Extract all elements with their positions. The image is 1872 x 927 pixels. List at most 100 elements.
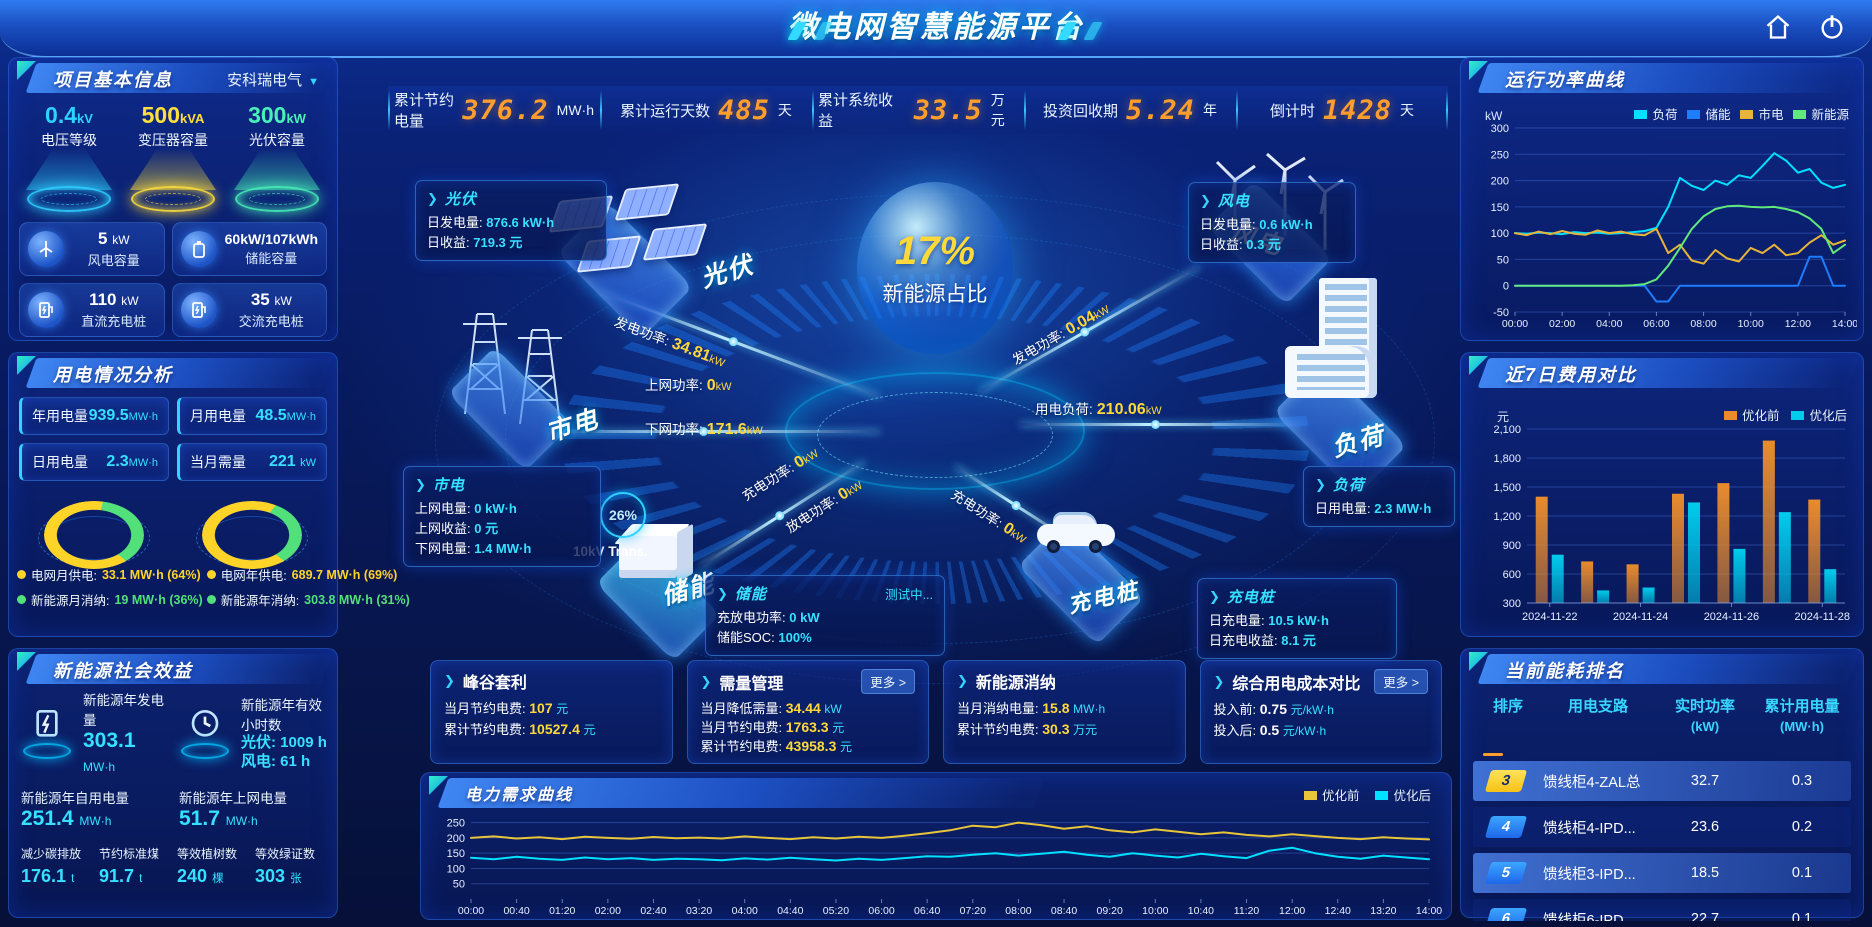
flow-grid-export: 上网功率: 0kW [645,377,732,394]
item-ac-charger: 35 kW 交流充电桩 [171,283,327,337]
panel-energy-ranking: 当前能耗排名 排序 用电支路 实时功率 (kW) 累计用电量 (MW·h) 3 馈线… [1460,648,1864,921]
capacity-pods: 0.4kV 电压等级 500kVA 变压器容量 300kW 光伏容量 [17,102,329,218]
demand-legend: 优化前 优化后 [1303,785,1431,804]
panel-power-curve: 运行功率曲线 负荷 储能 市电 新能源 kW -50 0 50 100 150 200 250… [1460,57,1864,341]
kpi-saved-energy: 累计节约电量 376.2 MW·h [388,86,600,134]
power-legend: 负荷 储能 市电 新能源 [1634,104,1849,123]
table-row[interactable]: 5 馈线柜3-IPD... 18.5 0.1 [1473,853,1851,893]
card-demand-mgmt: ❯ 需量管理 更多 > 当月降低需量: 34.44 kW 当月节约电费: 1763.… [686,660,929,764]
card-cost-compare: ❯ 综合用电成本对比 更多 > 投入前: 0.75 元/kW·h 投入后: 0.5 … [1199,660,1442,764]
chevron-right-icon: ❯ [717,585,728,601]
item-storage-capacity: 60kW/107kWh 储能容量 [171,222,327,276]
donut-month-supply [36,483,152,569]
svg-text:2024-11-24: 2024-11-24 [1613,611,1668,623]
panel-social-benefit: 新能源社会效益 新能源年发电量 303.1 MW·h 新能源 [8,648,338,918]
card-pv: ❯ 光伏 日发电量: 876.6 kW·h 日收益: 719.3 元 [415,180,607,262]
usage-stats: 年用电量 939.5MW·h 月用电量 48.5MW·h 日用电量 2.3MW·h 当… [19,397,327,481]
chevron-right-icon: ❯ [415,476,426,492]
stat-month-demand: 当月需量 221 kW [177,443,327,481]
pod-transformer: 500kVA 变压器容量 [121,102,225,218]
usage-donuts [15,483,331,569]
company-dropdown[interactable]: 安科瑞电气 ▼ [227,72,319,89]
charger-icon [180,292,217,328]
svg-text:50: 50 [1497,254,1509,266]
svg-text:06:00: 06:00 [868,905,894,917]
demand-curve-chart: kW 50 100 150 200 250 00:00 00:40 01:20 02:00 02:4… [441,807,1442,917]
storage-battery-illustration [575,514,745,662]
svg-text:12:00: 12:00 [1785,318,1811,330]
charger-icon [28,292,64,328]
svg-text:11:20: 11:20 [1234,905,1260,917]
benefit-cards-row: ❯ 峰谷套利 当月节约电费: 107 元 累计节约电费: 10527.4 元 ❯ 需… [430,660,1442,764]
panel-ranking-header: 当前能耗排名 [1467,653,1859,687]
clock-icon [179,707,231,759]
item-dc-charger: 110 kW 直流充电桩 [19,283,165,337]
legend-grid-year: 电网年供电: 689.7 MW·h (69%) [206,565,410,584]
svg-text:150: 150 [447,848,465,860]
svg-text:00:40: 00:40 [503,905,529,917]
chevron-right-icon: ❯ [1315,476,1326,492]
svg-text:kW: kW [1485,109,1503,123]
chevron-right-icon: ❯ [957,673,968,688]
pod-pv-capacity: 300kW 光伏容量 [225,102,329,218]
legend-grid-month: 电网月供电: 33.1 MW·h (64%) [17,565,203,584]
home-icon[interactable] [1764,13,1792,41]
legend-renewable-month: 新能源月消纳: 19 MW·h (36%) [17,590,203,609]
benefit-gen: 新能源年发电量 303.1 MW·h [21,689,169,777]
svg-text:300: 300 [1503,598,1521,610]
stat-trees: 等效植树数 240 棵 [177,847,238,886]
rank-badge: 6 [1484,908,1528,921]
cost-compare-chart: 元 300 600 900 1,200 1,500 1,800 2,100 2024-11-22… [1493,410,1850,623]
card-wind: ❯ 风电 日发电量: 0.6 kW·h 日收益: 0.3 元 [1188,182,1356,264]
card-renewable-consumption: ❯ 新能源消纳 当月消纳电量: 15.8 MW·h 累计节约电费: 30.3 万元 [943,660,1186,764]
legend-renewable-year: 新能源年消纳: 303.8 MW·h (31%) [206,590,410,609]
svg-text:02:00: 02:00 [1549,318,1575,330]
svg-text:10:40: 10:40 [1188,905,1214,917]
svg-text:03:20: 03:20 [686,905,712,917]
energy-flow-diagram: 17% 新能源占比 光伏 [345,134,1460,684]
battery-icon [180,231,217,267]
svg-text:10:00: 10:00 [1142,905,1168,917]
kpi-run-days: 累计运行天数 485 天 [600,86,812,134]
table-row[interactable]: 3 馈线柜4-ZAL总 32.7 0.3 [1473,761,1851,801]
more-button[interactable]: 更多 > [861,669,915,694]
ev-charger-illustration [985,490,1175,646]
chevron-right-icon: ❯ [444,673,455,688]
chevron-right-icon: ❯ [1209,588,1220,604]
benefit-small-stats: 减少碳排放 176.1 t 节约标准煤 91.7 t 等效植树数 240 棵 等效绿证… [21,845,327,887]
panel-project-info: 项目基本信息 安科瑞电气 ▼ 0.4kV 电压等级 500kVA 变压器容量 30… [8,57,338,341]
panel-benefit-header: 新能源社会效益 [15,653,333,687]
benefit-feed-in: 新能源年上网电量 51.7 MW·h [179,791,287,830]
svg-text:600: 600 [1503,569,1521,581]
svg-text:00:00: 00:00 [1502,318,1528,330]
svg-text:2,100: 2,100 [1493,424,1521,436]
svg-text:2024-11-22: 2024-11-22 [1522,611,1577,623]
storage-status: 测试中... [885,588,933,602]
svg-text:300: 300 [1491,123,1509,135]
donut-legends: 电网月供电: 33.1 MW·h (64%) 新能源月消纳: 19 MW·h (36… [17,565,410,615]
kpi-payback-period: 投资回收期 5.24 年 [1024,86,1236,134]
capacity-items: 5 kW 风电容量 60kW/107kWh 储能容量 110 kW 直流充电桩 35 … [19,222,327,337]
pod-voltage: 0.4kV 电压等级 [17,102,121,218]
header: 微电网智慧能源平台 [0,0,1872,58]
power-curve-chart: kW -50 0 50 100 150 200 250 300 00:00 02:00 04:00 06… [1485,109,1857,330]
rank-badge: 4 [1484,816,1528,838]
panel-cost-compare: 近7日费用对比 优化前 优化后 元 300 600 900 1,200 1,500 1,80… [1460,352,1864,637]
ranking-table-header: 排序 用电支路 实时功率 (kW) 累计用电量 (MW·h) [1492,698,1840,734]
benefit-hours: 新能源年有效小时数 光伏: 1009 h 风电: 61 h [179,689,327,777]
svg-text:0: 0 [1503,281,1509,293]
table-row[interactable]: 4 馈线柜4-IPD... 23.6 0.2 [1473,807,1851,847]
more-button[interactable]: 更多 > [1374,669,1428,694]
flow-grid-import: 下网功率: 171.6kW [645,421,763,438]
svg-text:元: 元 [1497,410,1509,424]
kpi-total-income: 累计系统收益 33.5 万元 [812,86,1024,134]
power-icon[interactable] [1818,13,1846,41]
chevron-right-icon: ❯ [1213,673,1225,689]
svg-text:08:00: 08:00 [1005,905,1031,917]
beam-load [1020,420,1305,429]
table-row[interactable]: 6 馈线柜6-IPD 22.7 0.1 [1473,899,1851,921]
svg-text:04:00: 04:00 [1596,318,1622,330]
svg-text:09:20: 09:20 [1097,905,1123,917]
load-building-illustration [1245,274,1435,496]
